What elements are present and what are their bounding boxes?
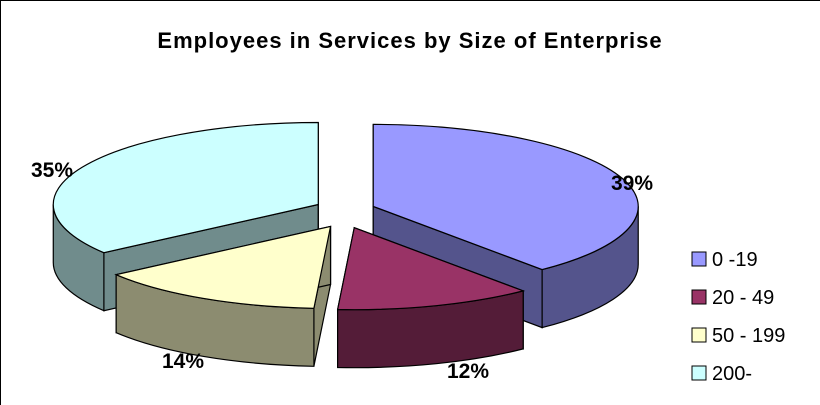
- legend-swatch-1: [691, 251, 707, 267]
- pie-slice-1-top: [372, 123, 639, 271]
- pie-slice-2-top: [336, 226, 526, 311]
- pie-tops: [52, 121, 639, 311]
- chart-title: Employees in Services by Size of Enterpr…: [157, 28, 663, 53]
- data-label-1: 39%: [611, 172, 653, 195]
- legend-label-3: 50 - 199: [712, 325, 785, 347]
- data-label-3: 14%: [162, 350, 204, 373]
- legend-swatch-4: [691, 365, 707, 381]
- legend: 0 -19 20 - 49 50 - 199 200-: [691, 249, 785, 385]
- legend-label-4: 200-: [712, 363, 752, 385]
- legend-swatch-2: [691, 289, 707, 305]
- data-label-2: 12%: [447, 360, 489, 383]
- legend-swatch-3: [691, 327, 707, 343]
- data-label-4: 35%: [31, 159, 73, 182]
- pie-slice-4-top: [52, 121, 319, 254]
- legend-label-2: 20 - 49: [712, 287, 774, 309]
- legend-label-1: 0 -19: [712, 249, 758, 271]
- pie-slice-3-top: [114, 225, 332, 309]
